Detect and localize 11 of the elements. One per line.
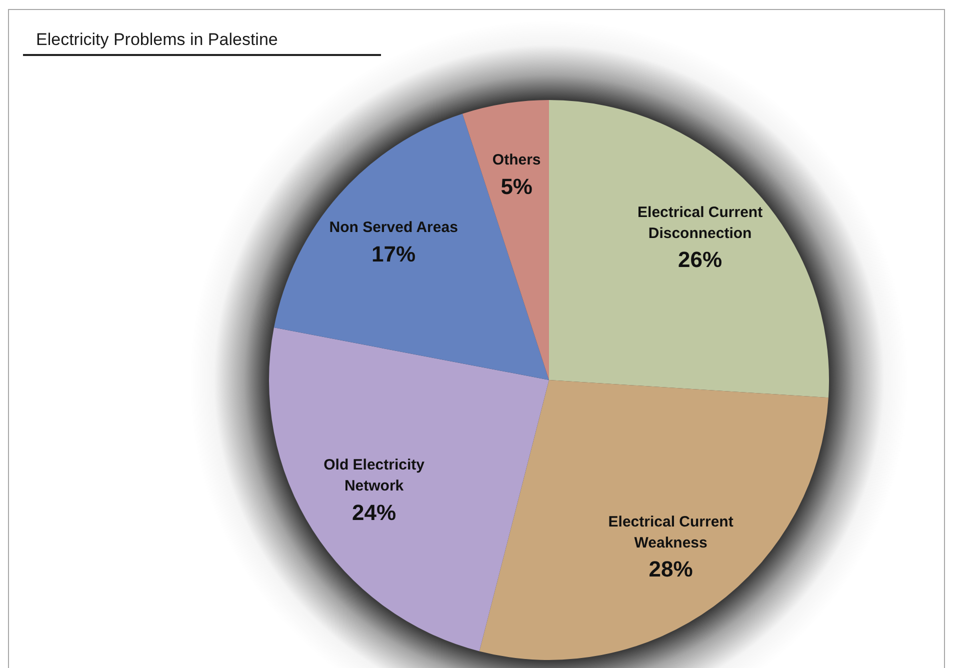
chart-title: Electricity Problems in Palestine bbox=[23, 30, 381, 56]
slice-label: Electrical Current Weakness bbox=[608, 513, 734, 552]
slice-label: Electrical Current Disconnection bbox=[638, 204, 763, 242]
data-label: 17% bbox=[372, 242, 416, 267]
data-label: 5% bbox=[500, 174, 532, 199]
data-label: 28% bbox=[648, 556, 693, 582]
slice-label: Non Served Areas bbox=[329, 219, 458, 236]
data-label: 26% bbox=[678, 247, 722, 272]
slice-label: Old Electricity Network bbox=[324, 456, 426, 495]
slice-label: Others bbox=[492, 151, 541, 168]
data-label: 24% bbox=[352, 500, 396, 526]
